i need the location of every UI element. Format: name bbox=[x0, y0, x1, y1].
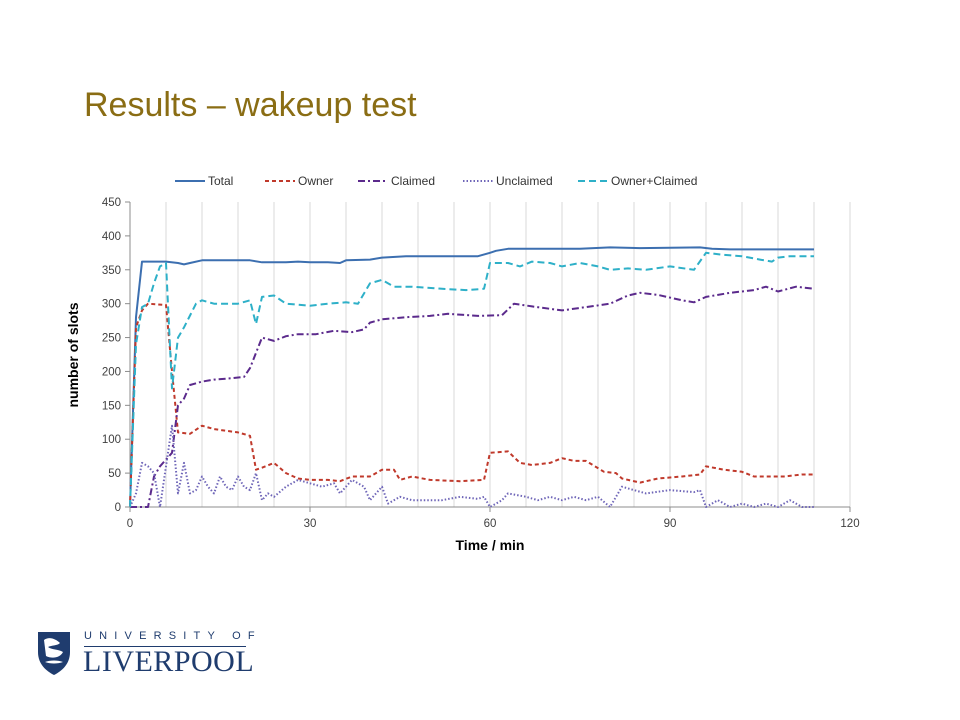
x-tick-label: 120 bbox=[840, 518, 859, 530]
legend-label: Owner+Claimed bbox=[611, 174, 697, 188]
crest-icon bbox=[38, 632, 70, 675]
logo-main-text: LIVERPOOL bbox=[83, 645, 255, 678]
logo-top-text: UNIVERSITY OF bbox=[84, 630, 262, 642]
x-axis-label: Time / min bbox=[456, 537, 525, 553]
x-tick-label: 90 bbox=[664, 518, 677, 530]
line-chart: Total Owner Claimed Unclaimed Owner+Claimed … bbox=[65, 174, 860, 553]
series-line-claimed bbox=[130, 285, 815, 508]
series-line-owner bbox=[129, 302, 814, 508]
y-axis-label: number of slots bbox=[65, 302, 81, 407]
y-tick-label: 300 bbox=[102, 299, 121, 311]
series-line-total bbox=[129, 246, 814, 508]
y-tick-label: 0 bbox=[115, 502, 121, 514]
x-tick-label: 30 bbox=[304, 518, 317, 530]
y-tick-label: 250 bbox=[102, 333, 121, 345]
legend-label: Total bbox=[208, 174, 233, 188]
legend-label: Claimed bbox=[391, 174, 435, 188]
y-tick-label: 450 bbox=[102, 197, 121, 209]
x-tick-label: 0 bbox=[127, 518, 133, 530]
series-line-owner-claimed bbox=[129, 251, 814, 508]
y-tick-label: 50 bbox=[108, 468, 121, 480]
legend-label: Owner bbox=[298, 174, 333, 188]
y-tick-label: 350 bbox=[102, 265, 121, 277]
y-tick-label: 200 bbox=[102, 366, 121, 378]
chart-ticks: 0 50 100 150 200 250 300 350 400 450 0 30 60 90 120 bbox=[102, 197, 860, 530]
chart-grid bbox=[165, 202, 851, 507]
chart-legend: Total Owner Claimed Unclaimed Owner+Claimed bbox=[175, 174, 697, 188]
slide-title: Results – wakeup test bbox=[84, 86, 417, 124]
logo-divider bbox=[84, 646, 246, 647]
y-tick-label: 400 bbox=[102, 231, 121, 243]
y-tick-label: 100 bbox=[102, 434, 121, 446]
series-line-unclaimed bbox=[129, 424, 814, 508]
legend-label: Unclaimed bbox=[496, 174, 553, 188]
chart-series bbox=[129, 246, 815, 508]
university-logo: UNIVERSITY OF LIVERPOOL bbox=[36, 630, 255, 682]
x-tick-label: 60 bbox=[484, 518, 497, 530]
y-tick-label: 150 bbox=[102, 400, 121, 412]
